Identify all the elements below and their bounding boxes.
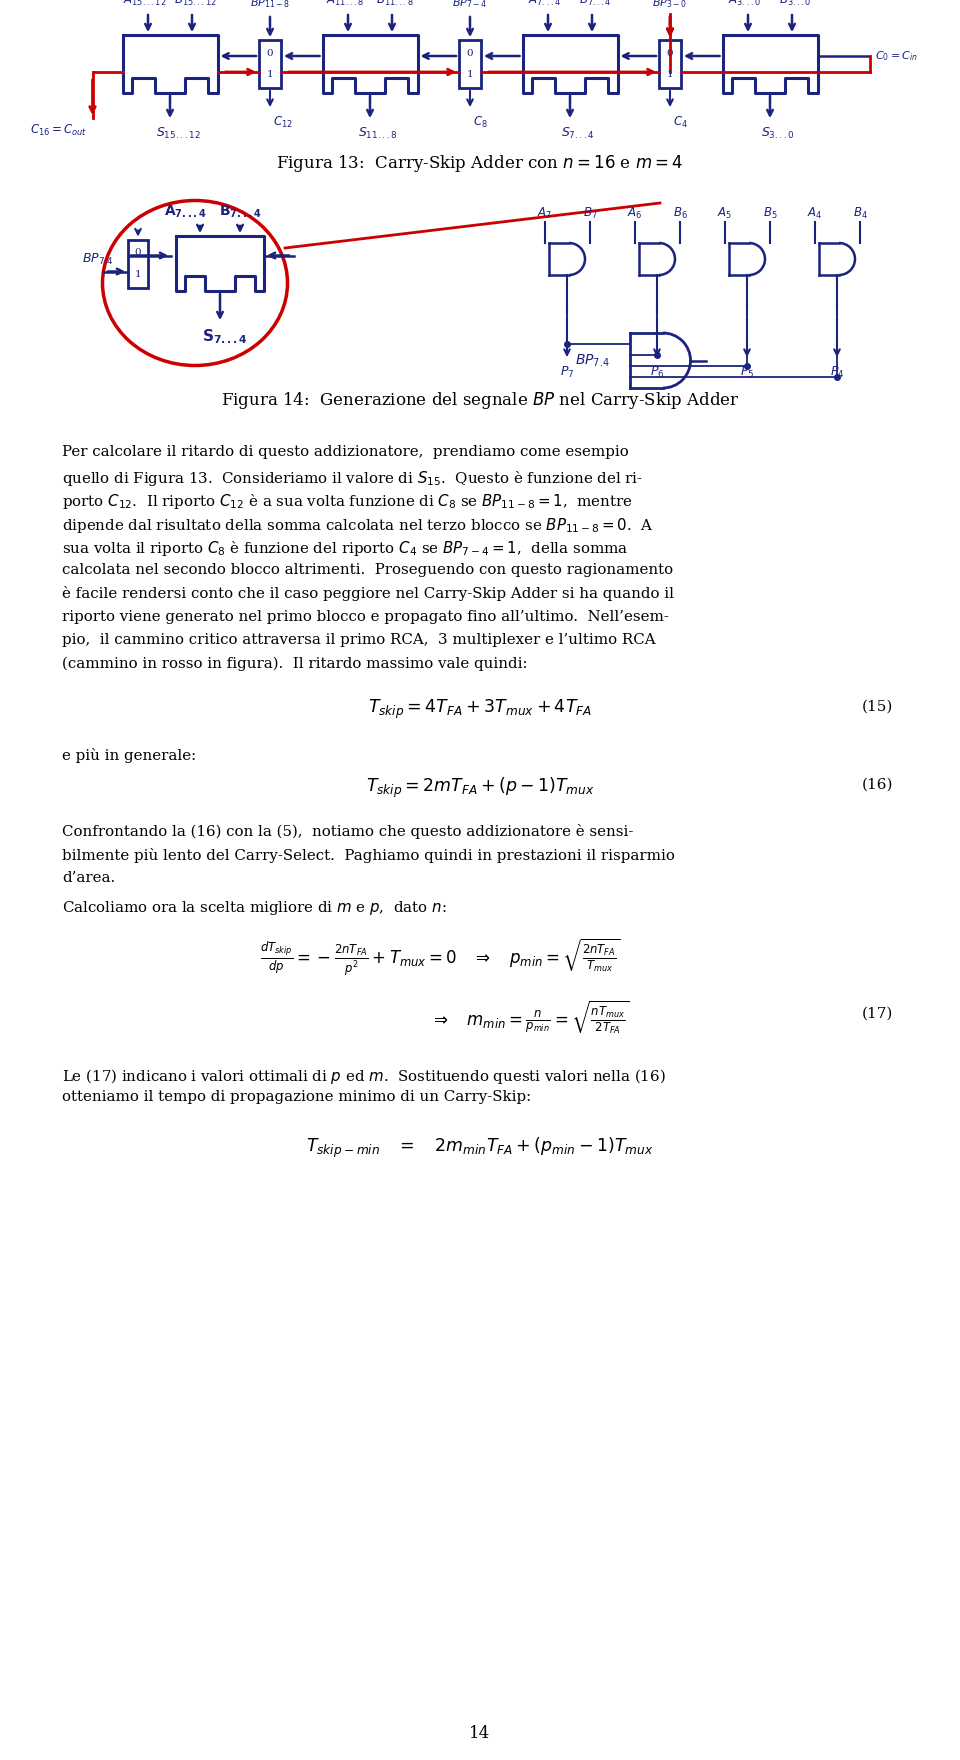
Text: d’area.: d’area.: [62, 871, 115, 885]
Text: $B_{11...8}$: $B_{11...8}$: [376, 0, 414, 9]
Text: bilmente più lento del Carry-Select.  Paghiamo quindi in prestazioni il risparmi: bilmente più lento del Carry-Select. Pag…: [62, 848, 675, 862]
Text: $A_{7...4}$: $A_{7...4}$: [528, 0, 562, 9]
Text: $BP_{7-4}$: $BP_{7-4}$: [452, 0, 488, 11]
Text: 0: 0: [267, 49, 274, 58]
Bar: [459, 40, 481, 88]
Text: $C_{12}$: $C_{12}$: [273, 114, 293, 130]
Text: $\frac{dT_{skip}}{dp} = -\frac{2nT_{FA}}{p^2} + T_{mux} = 0 \quad \Rightarrow \q: $\frac{dT_{skip}}{dp} = -\frac{2nT_{FA}}…: [259, 936, 620, 979]
Text: Calcoliamo ora la scelta migliore di $m$ e $p$,  dato $n$:: Calcoliamo ora la scelta migliore di $m$…: [62, 899, 446, 917]
Text: dipende dal risultato della somma calcolata nel terzo blocco se $BP_{11-8} = 0$.: dipende dal risultato della somma calcol…: [62, 516, 654, 535]
Text: $C_0=C_{in}$: $C_0=C_{in}$: [875, 49, 918, 63]
Text: $\Rightarrow \quad m_{min} = \frac{n}{p_{min}} = \sqrt{\frac{nT_{mux}}{2T_{FA}}}: $\Rightarrow \quad m_{min} = \frac{n}{p_…: [430, 998, 630, 1037]
Text: (15): (15): [862, 700, 893, 715]
Text: $T_{skip} = 2mT_{FA} + (p - 1)T_{mux}$: $T_{skip} = 2mT_{FA} + (p - 1)T_{mux}$: [366, 776, 594, 801]
Text: otteniamo il tempo di propagazione minimo di un Carry-Skip:: otteniamo il tempo di propagazione minim…: [62, 1089, 531, 1104]
Bar: [259, 40, 281, 88]
Text: $P_4$: $P_4$: [829, 364, 844, 380]
Bar: [659, 40, 681, 88]
Text: (17): (17): [862, 1007, 893, 1021]
Text: $A_{15...12}$: $A_{15...12}$: [123, 0, 167, 9]
Text: $C_{16}=C_{out}$: $C_{16}=C_{out}$: [30, 123, 87, 137]
Text: 14: 14: [469, 1725, 491, 1742]
Text: $BP_{7.4}$: $BP_{7.4}$: [575, 352, 610, 368]
Text: $S_{3...0}$: $S_{3...0}$: [761, 127, 795, 141]
Text: $T_{skip} = 4T_{FA} + 3T_{mux} + 4T_{FA}$: $T_{skip} = 4T_{FA} + 3T_{mux} + 4T_{FA}…: [368, 699, 592, 722]
Text: 0: 0: [666, 49, 673, 58]
Text: 1: 1: [134, 269, 141, 278]
Text: $BP_{11-8}$: $BP_{11-8}$: [250, 0, 290, 11]
Text: $BP_{3-0}$: $BP_{3-0}$: [653, 0, 687, 11]
Text: $A_5$: $A_5$: [717, 206, 732, 222]
Text: $\mathbf{S_{7...4}}$: $\mathbf{S_{7...4}}$: [202, 327, 248, 345]
Text: è facile rendersi conto che il caso peggiore nel Carry-Skip Adder si ha quando i: è facile rendersi conto che il caso pegg…: [62, 586, 674, 600]
Text: $S_{11...8}$: $S_{11...8}$: [358, 127, 397, 141]
Text: $B_7$: $B_7$: [583, 206, 597, 222]
Text: quello di Figura 13.  Consideriamo il valore di $S_{15}$.  Questo è funzione del: quello di Figura 13. Consideriamo il val…: [62, 468, 643, 488]
Text: Figura 14:  Generazione del segnale $BP$ nel Carry-Skip Adder: Figura 14: Generazione del segnale $BP$ …: [221, 391, 739, 412]
Text: $B_{3...0}$: $B_{3...0}$: [779, 0, 811, 9]
Text: 1: 1: [467, 70, 473, 79]
Text: Per calcolare il ritardo di questo addizionatore,  prendiamo come esempio: Per calcolare il ritardo di questo addiz…: [62, 445, 629, 459]
Text: pio,  il cammino critico attraversa il primo RCA,  3 multiplexer e l’ultimo RCA: pio, il cammino critico attraversa il pr…: [62, 634, 656, 648]
Text: calcolata nel secondo blocco altrimenti.  Proseguendo con questo ragionamento: calcolata nel secondo blocco altrimenti.…: [62, 563, 673, 577]
Text: $B_5$: $B_5$: [762, 206, 778, 222]
Text: $\mathbf{A_{7...4}}$: $\mathbf{A_{7...4}}$: [163, 204, 206, 220]
Text: Le (17) indicano i valori ottimali di $p$ ed $m$.  Sostituendo questi valori nel: Le (17) indicano i valori ottimali di $p…: [62, 1067, 665, 1086]
Text: (16): (16): [861, 778, 893, 792]
Text: $C_8$: $C_8$: [473, 114, 488, 130]
Text: $A_6$: $A_6$: [627, 206, 642, 222]
Text: $A_4$: $A_4$: [807, 206, 823, 222]
Text: $B_{7...4}$: $B_{7...4}$: [579, 0, 612, 9]
Text: $\mathbf{B_{7...4}}$: $\mathbf{B_{7...4}}$: [219, 204, 261, 220]
Text: $B_{15...12}$: $B_{15...12}$: [174, 0, 216, 9]
Text: (cammino in rosso in figura).  Il ritardo massimo vale quindi:: (cammino in rosso in figura). Il ritardo…: [62, 656, 527, 671]
Text: $T_{skip-min} \quad = \quad 2m_{min}T_{FA} + (p_{min} - 1)T_{mux}$: $T_{skip-min} \quad = \quad 2m_{min}T_{F…: [306, 1135, 654, 1160]
Text: 1: 1: [666, 70, 673, 79]
Text: $A_7$: $A_7$: [538, 206, 553, 222]
Text: Figura 13:  Carry-Skip Adder con $n = 16$ e $m = 4$: Figura 13: Carry-Skip Adder con $n = 16$…: [276, 153, 684, 174]
Text: $S_{15...12}$: $S_{15...12}$: [156, 127, 201, 141]
Text: $A_{11...8}$: $A_{11...8}$: [325, 0, 364, 9]
Text: $B_4$: $B_4$: [852, 206, 868, 222]
Text: $P_6$: $P_6$: [650, 364, 664, 380]
Text: e più in generale:: e più in generale:: [62, 748, 196, 764]
Text: 1: 1: [267, 70, 274, 79]
Text: $P_7$: $P_7$: [560, 364, 574, 380]
Text: sua volta il riporto $C_8$ è funzione del riporto $C_4$ se $BP_{7-4} = 1$,  dell: sua volta il riporto $C_8$ è funzione de…: [62, 539, 628, 558]
Text: $B_6$: $B_6$: [673, 206, 687, 222]
Text: Confrontando la (16) con la (5),  notiamo che questo addizionatore è sensi-: Confrontando la (16) con la (5), notiamo…: [62, 824, 634, 840]
Text: $C_4$: $C_4$: [673, 114, 688, 130]
Text: riporto viene generato nel primo blocco e propagato fino all’ultimo.  Nell’esem-: riporto viene generato nel primo blocco …: [62, 609, 669, 623]
Text: $A_{3...0}$: $A_{3...0}$: [729, 0, 761, 9]
Text: $S_{7...4}$: $S_{7...4}$: [561, 127, 595, 141]
Text: porto $C_{12}$.  Il riporto $C_{12}$ è a sua volta funzione di $C_8$ se $BP_{11-: porto $C_{12}$. Il riporto $C_{12}$ è a …: [62, 493, 633, 510]
Text: 0: 0: [134, 248, 141, 257]
Bar: [128, 239, 148, 287]
Text: 0: 0: [467, 49, 473, 58]
Text: $P_5$: $P_5$: [740, 364, 755, 380]
Text: $BP_{7.4}$: $BP_{7.4}$: [82, 252, 113, 266]
